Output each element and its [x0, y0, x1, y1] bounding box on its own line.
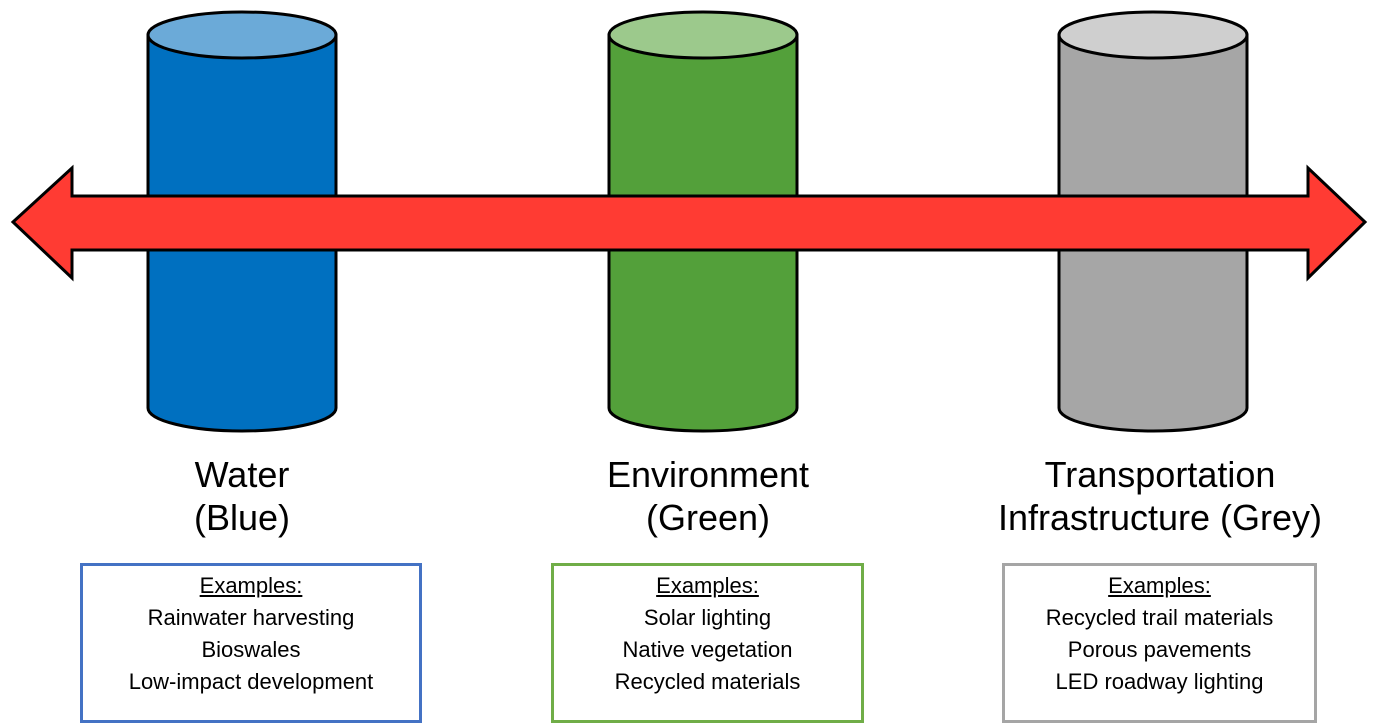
- transportation-cylinder-top: [1057, 10, 1249, 60]
- water-title-line-2: (Blue): [193, 497, 291, 538]
- water-cylinder-top: [146, 10, 338, 60]
- diagram-canvas: [10, 10, 1368, 433]
- environment-title-line-1: Environment: [606, 454, 810, 495]
- water-example-item: Rainwater harvesting: [147, 605, 355, 630]
- water-title-line-1: Water: [194, 454, 290, 495]
- double-arrow: [10, 164, 1368, 282]
- water-title: Water (Blue): [142, 453, 342, 539]
- transportation-examples-box: Examples: Recycled trail materials Porou…: [1002, 563, 1317, 723]
- environment-examples-box: Examples: Solar lighting Native vegetati…: [551, 563, 864, 723]
- environment-example-item: Solar lighting: [643, 605, 772, 630]
- transportation-title-line-2: Infrastructure (Grey): [997, 497, 1323, 538]
- environment-example-item: Native vegetation: [622, 637, 793, 662]
- water-examples-heading: Examples:: [199, 573, 303, 598]
- transportation-example-item: LED roadway lighting: [1055, 669, 1264, 694]
- environment-example-item: Recycled materials: [614, 669, 801, 694]
- transportation-title-line-1: Transportation: [1044, 454, 1276, 495]
- water-example-item: Low-impact development: [128, 669, 374, 694]
- transportation-examples-heading: Examples:: [1108, 573, 1211, 598]
- environment-title: Environment (Green): [563, 453, 853, 539]
- environment-examples-heading: Examples:: [656, 573, 759, 598]
- environment-cylinder-top: [607, 10, 799, 60]
- water-examples-box: Examples: Rainwater harvesting Bioswales…: [80, 563, 422, 723]
- water-example-item: Bioswales: [201, 637, 301, 662]
- environment-title-line-2: (Green): [645, 497, 771, 538]
- transportation-example-item: Porous pavements: [1067, 637, 1252, 662]
- transportation-title: Transportation Infrastructure (Grey): [960, 453, 1360, 539]
- transportation-example-item: Recycled trail materials: [1045, 605, 1274, 630]
